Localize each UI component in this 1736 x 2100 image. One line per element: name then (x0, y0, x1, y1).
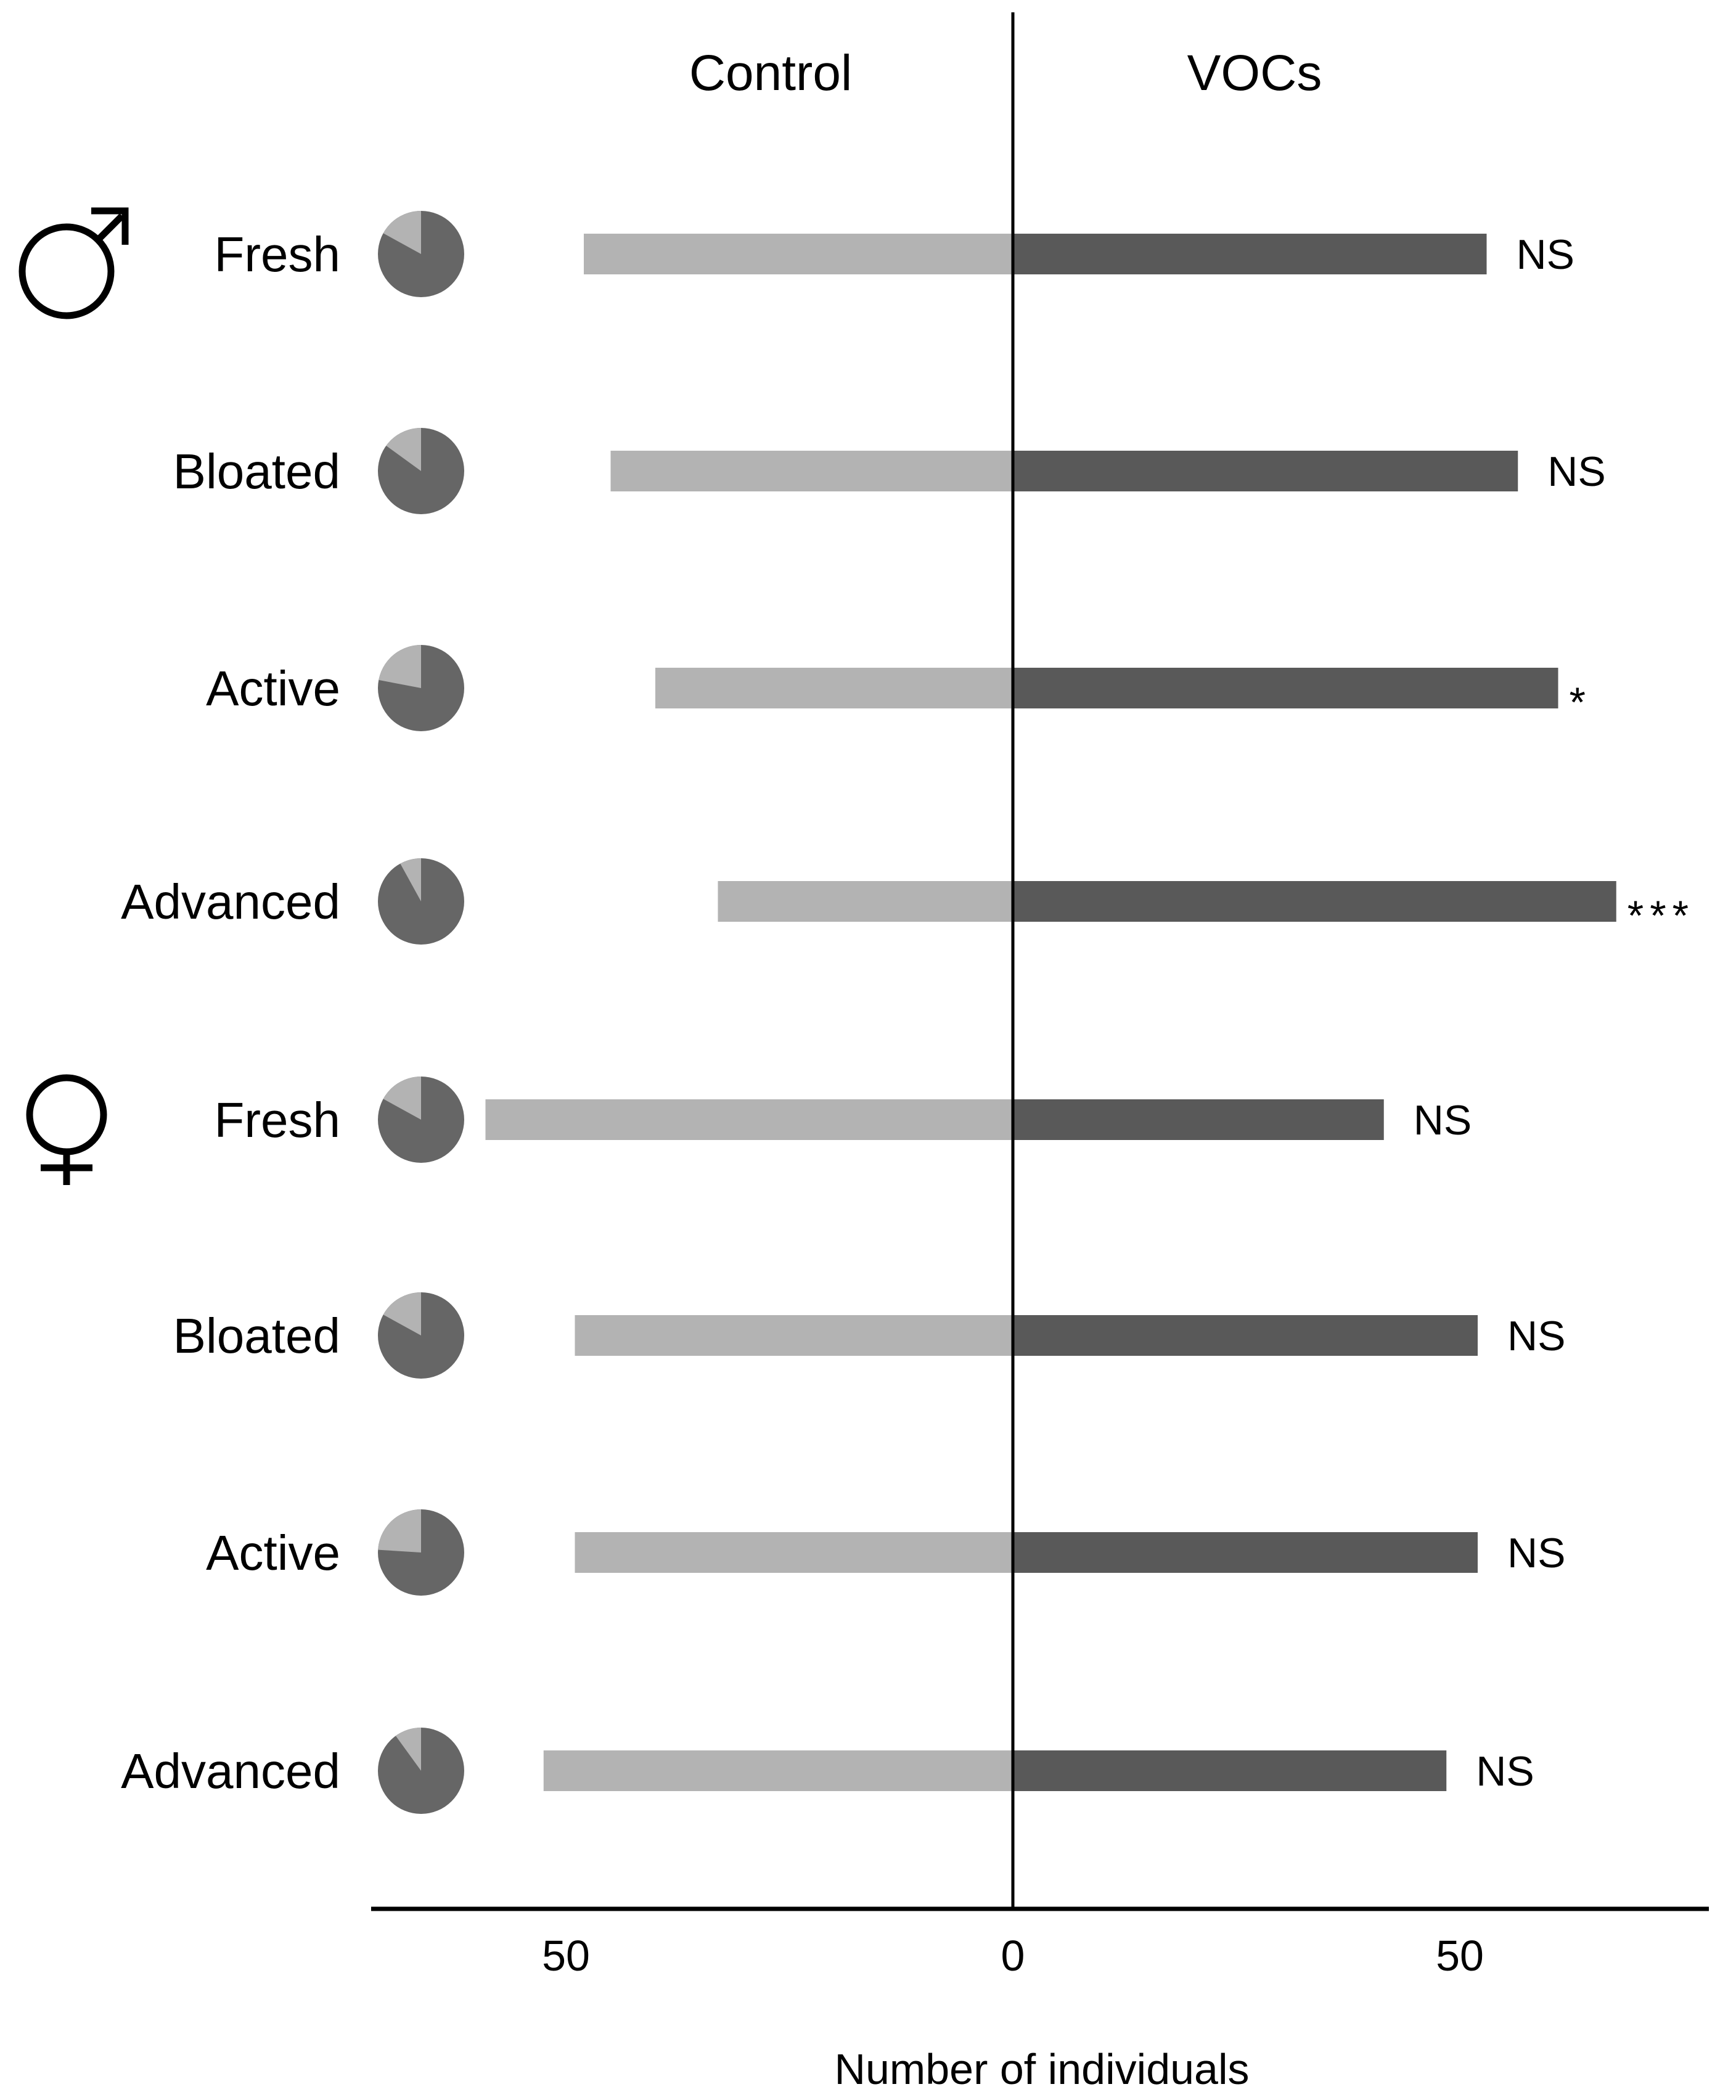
female-symbol-ring (26, 1074, 107, 1155)
control-bar (610, 451, 1013, 491)
bar-row: Bloated NS (173, 1292, 1565, 1379)
preference-pie (378, 1509, 464, 1596)
row-label: Fresh (215, 1093, 341, 1147)
column-headers: Control VOCs (689, 45, 1322, 101)
vocs-bar (1013, 1750, 1447, 1791)
control-bar (575, 1532, 1013, 1573)
row-label: Active (206, 1525, 340, 1580)
bar-row: Active NS (206, 1509, 1565, 1596)
control-bar (543, 1750, 1013, 1791)
male-symbol (18, 207, 129, 319)
preference-pie (378, 645, 464, 731)
male-symbol-ring (18, 223, 115, 319)
row-label: Active (206, 661, 340, 716)
pie-slice-control (378, 1509, 421, 1552)
bar-row: Active * (206, 645, 1592, 731)
control-bar (584, 234, 1013, 274)
control-bar (575, 1315, 1013, 1356)
male-symbol-arrow-head (91, 207, 129, 245)
pie-slice-control (379, 645, 421, 688)
preference-pie (378, 1728, 464, 1814)
vocs-bar (1013, 234, 1487, 274)
vocs-bar (1013, 668, 1558, 708)
row-label: Advanced (121, 1744, 340, 1799)
female-symbol (26, 1074, 107, 1185)
bar-rows: Fresh NS Bloated NS Active * Advanced *** Fresh N… (121, 211, 1695, 1814)
preference-pie (378, 1292, 464, 1379)
significance-label: NS (1414, 1097, 1472, 1144)
pie-slice-control (386, 428, 421, 471)
pie-slice-control (400, 858, 421, 901)
x-tick-label: 50 (542, 1932, 590, 1980)
significance-label: NS (1507, 1530, 1565, 1577)
bar-row: Fresh NS (215, 1077, 1472, 1163)
pie-slice-control (383, 1077, 421, 1120)
significance-label: * (1570, 679, 1592, 726)
control-bar (485, 1099, 1013, 1140)
significance-label: NS (1476, 1748, 1534, 1795)
x-tick-label: 50 (1436, 1932, 1484, 1980)
control-bar (655, 668, 1013, 708)
row-label: Advanced (121, 874, 340, 929)
preference-pie (378, 211, 464, 297)
pie-slice-control (395, 1728, 421, 1771)
x-tick-label: 0 (1001, 1932, 1025, 1980)
pie-slice-control (383, 1292, 421, 1335)
male-symbol-arrow-shaft (96, 213, 125, 242)
significance-label: NS (1547, 448, 1605, 495)
significance-label: *** (1628, 892, 1695, 939)
significance-label: NS (1507, 1313, 1565, 1360)
preference-pie (378, 1077, 464, 1163)
bar-row: Advanced NS (121, 1728, 1534, 1814)
pie-slice-control (383, 211, 421, 254)
preference-pie (378, 428, 464, 514)
control-bar (718, 881, 1013, 922)
preference-pie (378, 858, 464, 945)
row-label: Fresh (215, 227, 341, 282)
x-axis-title: Number of individuals (834, 2045, 1249, 2093)
sex-symbols (18, 207, 129, 1185)
vocs-bar (1013, 881, 1616, 922)
vocs-bar (1013, 1315, 1478, 1356)
row-label: Bloated (173, 444, 340, 499)
row-label: Bloated (173, 1308, 340, 1363)
bar-row: Fresh NS (215, 211, 1574, 297)
header-vocs: VOCs (1187, 45, 1322, 101)
x-axis-ticks: 50 0 50 (542, 1932, 1484, 1980)
vocs-bar (1013, 451, 1518, 491)
header-control: Control (689, 45, 852, 101)
significance-label: NS (1517, 231, 1574, 278)
vocs-bar (1013, 1099, 1384, 1140)
bar-row: Bloated NS (173, 428, 1606, 514)
vocs-bar (1013, 1532, 1478, 1573)
bar-row: Advanced *** (121, 858, 1695, 945)
